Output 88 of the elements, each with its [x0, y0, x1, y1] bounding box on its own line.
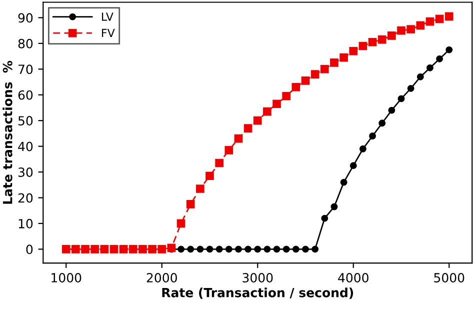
point: [178, 246, 184, 253]
point: [398, 95, 405, 102]
point: [426, 64, 434, 72]
y-tick-label: 50: [18, 116, 33, 126]
point: [436, 55, 444, 62]
point: [196, 246, 204, 253]
point: [388, 106, 396, 114]
point: [340, 53, 348, 62]
point: [359, 145, 366, 152]
point: [330, 58, 338, 67]
point: [407, 84, 414, 92]
point: [444, 12, 454, 21]
point: [435, 14, 444, 24]
point: [234, 134, 243, 143]
point: [310, 70, 320, 78]
point: [215, 158, 224, 168]
x-axis-title: Rate (Transaction / second): [162, 288, 354, 299]
y-tick-label: 80: [18, 38, 33, 48]
point: [216, 246, 223, 253]
point: [187, 246, 194, 253]
point: [378, 120, 386, 127]
point: [330, 203, 338, 210]
point: [224, 146, 234, 154]
point: [72, 245, 80, 254]
point: [263, 107, 272, 116]
point: [254, 246, 262, 253]
point: [81, 245, 90, 254]
point: [368, 38, 377, 46]
y-axis-title: Late transactions %: [2, 60, 12, 204]
y-tick-label: 10: [18, 218, 33, 228]
y-tick-label: 60: [18, 90, 33, 100]
point: [321, 214, 328, 222]
point: [416, 73, 424, 80]
point: [358, 42, 368, 50]
point: [350, 162, 357, 170]
point: [186, 200, 195, 208]
point: [369, 132, 376, 140]
point: [320, 64, 329, 74]
y-tick-label: 30: [18, 167, 33, 177]
point: [282, 246, 290, 253]
point: [301, 76, 310, 85]
point: [206, 172, 214, 180]
y-tick-label: 40: [18, 142, 33, 152]
point: [196, 184, 204, 193]
point: [378, 35, 386, 44]
point: [446, 46, 453, 54]
point: [176, 219, 186, 228]
x-tick-label: 5000: [434, 273, 464, 282]
x-tick-label: 1000: [52, 273, 82, 282]
point: [302, 246, 309, 253]
legend-label: LV: [102, 12, 114, 21]
point: [138, 245, 147, 254]
y-tick-label: 20: [18, 193, 33, 203]
y-tick-label: 70: [18, 64, 33, 74]
y-tick-label: 0: [26, 244, 33, 254]
point: [349, 46, 358, 56]
point: [148, 245, 156, 254]
point: [62, 245, 70, 254]
point: [273, 246, 280, 253]
x-tick-label: 2000: [146, 273, 177, 282]
point: [264, 246, 271, 253]
point: [406, 25, 415, 34]
point: [292, 246, 300, 253]
point: [100, 245, 109, 254]
x-tick-label: 4000: [338, 273, 368, 282]
point: [272, 100, 281, 108]
legend-label: FV: [102, 28, 115, 38]
point: [426, 17, 434, 26]
point: [158, 245, 166, 254]
point: [225, 246, 232, 253]
point: [244, 246, 252, 253]
point: [206, 246, 214, 253]
point: [340, 178, 348, 186]
point: [119, 245, 128, 254]
x-tick-label: 3000: [242, 273, 273, 282]
point: [388, 32, 396, 40]
point: [90, 245, 100, 254]
point: [234, 246, 242, 253]
point: [312, 246, 319, 253]
point: [128, 245, 138, 254]
point: [110, 245, 118, 254]
point: [244, 124, 252, 132]
point: [416, 21, 425, 30]
y-tick-label: 90: [18, 13, 33, 23]
point: [253, 116, 262, 125]
point: [282, 92, 291, 100]
point: [292, 82, 300, 92]
point: [397, 26, 406, 35]
